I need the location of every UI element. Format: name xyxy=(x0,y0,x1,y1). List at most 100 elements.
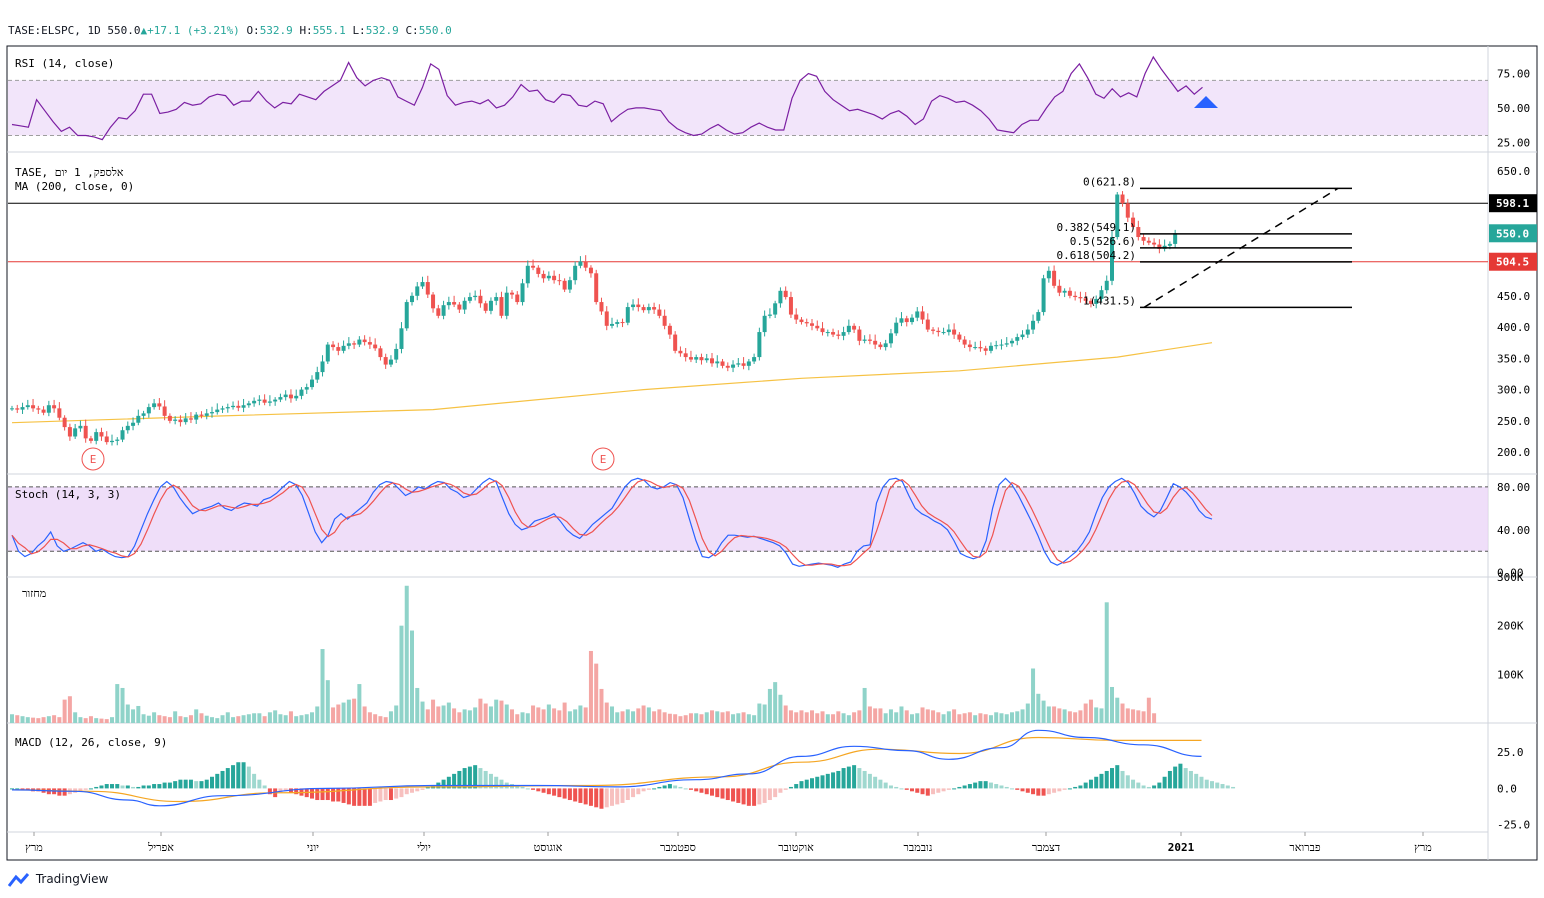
macd-histogram-bar xyxy=(567,788,572,801)
candle xyxy=(725,365,730,368)
volume-bar xyxy=(673,714,678,723)
candle xyxy=(488,300,493,311)
macd-histogram-bar xyxy=(410,788,414,793)
candle xyxy=(936,330,941,333)
macd-histogram-bar xyxy=(1046,788,1051,795)
macd-histogram-bar xyxy=(1073,786,1078,789)
volume-bar xyxy=(562,702,567,723)
volume-bar xyxy=(462,709,467,723)
macd-histogram-bar xyxy=(1178,763,1183,789)
macd-histogram-bar xyxy=(1204,779,1209,789)
price-tick: 300.0 xyxy=(1497,384,1530,397)
earnings-label: E xyxy=(600,453,607,466)
tradingview-logo[interactable]: TradingView xyxy=(7,872,108,887)
macd-histogram-bar xyxy=(157,784,162,789)
macd-histogram-bar xyxy=(1152,785,1157,789)
candle xyxy=(494,297,499,301)
macd-histogram-bar xyxy=(599,788,604,809)
volume-bar xyxy=(1088,699,1093,723)
volume-bar xyxy=(94,718,99,723)
macd-histogram-bar xyxy=(578,788,583,803)
volume-bar xyxy=(62,699,67,723)
candle xyxy=(678,350,683,354)
macd-histogram-bar xyxy=(857,768,862,789)
candle xyxy=(136,415,141,423)
volume-bar xyxy=(257,713,262,723)
candle xyxy=(1099,290,1104,299)
volume-bar xyxy=(73,712,78,723)
macd-histogram-bar xyxy=(283,788,288,792)
candle xyxy=(167,415,172,421)
macd-histogram-bar xyxy=(483,770,488,789)
candle xyxy=(910,317,914,323)
macd-histogram-bar xyxy=(1141,785,1146,789)
candle xyxy=(67,427,72,437)
volume-bar xyxy=(588,650,593,723)
candle xyxy=(346,343,351,346)
price-change: +17.1 (+3.21%) xyxy=(147,24,240,37)
candle xyxy=(1057,285,1062,293)
volume-bar xyxy=(1094,707,1099,723)
candle xyxy=(757,332,762,358)
macd-histogram-bar xyxy=(1162,776,1167,789)
candle xyxy=(615,322,620,324)
volume-title: מחזור xyxy=(22,587,46,600)
fib-level-label: 1(431.5) xyxy=(1083,294,1136,307)
macd-histogram-bar xyxy=(1110,768,1114,789)
macd-histogram-bar xyxy=(583,788,588,805)
macd-histogram-bar xyxy=(441,779,446,789)
volume-bar xyxy=(952,709,957,723)
candle xyxy=(588,267,593,274)
candle xyxy=(220,408,225,410)
time-axis-label: יוני xyxy=(307,841,319,854)
volume-bar xyxy=(1125,708,1130,723)
volume-bar xyxy=(646,707,651,723)
volume-bar xyxy=(388,711,393,723)
macd-histogram-bar xyxy=(941,788,946,792)
macd-histogram-bar xyxy=(1210,781,1214,789)
macd-histogram-bar xyxy=(999,785,1004,789)
price-tick: 250.0 xyxy=(1497,415,1530,428)
volume-bar xyxy=(888,709,893,723)
volume-bar xyxy=(688,713,693,723)
candle xyxy=(173,419,178,421)
candle xyxy=(1020,334,1025,338)
macd-histogram-bar xyxy=(973,782,978,789)
macd-histogram-bar xyxy=(1062,788,1067,790)
volume-bar xyxy=(220,715,225,723)
volume-bar xyxy=(994,712,999,723)
macd-histogram-bar xyxy=(462,768,467,789)
candle xyxy=(373,344,378,349)
volume-bar xyxy=(783,705,788,723)
macd-histogram-bar xyxy=(1025,788,1030,793)
volume-bar xyxy=(1010,712,1014,723)
volume-bar xyxy=(320,649,325,723)
candle xyxy=(988,345,993,351)
volume-bar xyxy=(867,706,872,723)
candle xyxy=(357,339,362,345)
macd-histogram-bar xyxy=(957,786,962,789)
macd-histogram-bar xyxy=(552,788,557,796)
macd-histogram-bar xyxy=(1173,766,1178,789)
candle xyxy=(552,275,557,281)
macd-histogram-bar xyxy=(494,776,499,789)
time-axis-label: יולי xyxy=(417,841,431,854)
volume-bar xyxy=(652,711,657,723)
candle xyxy=(720,361,725,366)
macd-histogram-bar xyxy=(725,788,730,801)
macd-histogram-bar xyxy=(810,778,814,789)
volume-bar xyxy=(336,704,341,723)
low-label: L: xyxy=(352,24,366,37)
candle xyxy=(846,325,851,333)
macd-histogram-bar xyxy=(1220,784,1225,789)
macd-histogram-bar xyxy=(199,781,204,789)
macd-histogram-bar xyxy=(994,784,999,789)
stoch-d-line xyxy=(11,479,1213,567)
macd-histogram-bar xyxy=(373,788,378,803)
candle xyxy=(636,304,641,308)
candle xyxy=(736,363,741,365)
macd-histogram-bar xyxy=(1194,773,1199,789)
candle xyxy=(652,307,657,310)
volume-bar xyxy=(146,715,151,723)
